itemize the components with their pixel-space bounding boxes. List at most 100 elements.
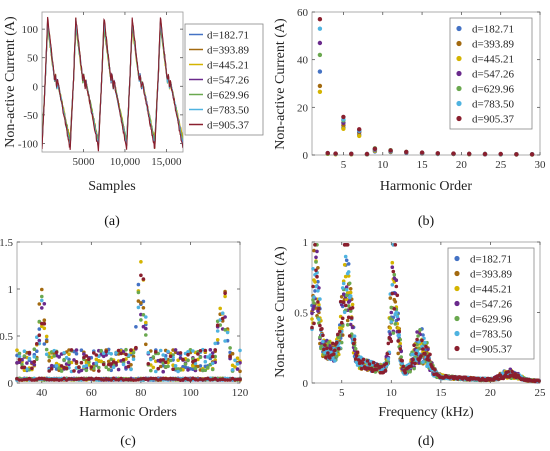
data-point: [357, 133, 362, 139]
x-tick-label: 10: [377, 159, 389, 171]
data-point: [341, 281, 346, 286]
data-point: [412, 343, 416, 348]
data-point: [149, 357, 153, 362]
data-point: [139, 260, 143, 264]
data-point: [42, 342, 47, 346]
data-point: [206, 355, 210, 359]
data-point: [396, 339, 401, 343]
series-line: [42, 16, 183, 152]
legend-marker: [454, 330, 460, 337]
data-point: [176, 369, 180, 374]
x-tick-label: 30: [535, 159, 547, 171]
data-point: [394, 310, 399, 315]
data-point: [410, 361, 414, 365]
data-point: [393, 243, 398, 247]
data-point: [47, 369, 51, 373]
data-point: [329, 350, 333, 355]
data-point: [124, 347, 128, 352]
data-point: [213, 348, 217, 352]
legend-marker: [454, 315, 460, 322]
data-point: [313, 243, 317, 247]
data-point: [328, 356, 332, 360]
x-tick-label: 20: [456, 159, 468, 171]
data-point: [79, 368, 84, 373]
data-point: [154, 350, 158, 354]
data-point: [161, 369, 165, 374]
data-point: [340, 323, 345, 328]
data-point: [158, 364, 163, 369]
data-point: [168, 358, 173, 363]
data-point: [339, 340, 344, 345]
data-point: [353, 347, 358, 351]
data-point: [316, 266, 320, 270]
data-point: [409, 364, 413, 368]
data-point: [321, 339, 325, 344]
legend-box: [447, 247, 535, 360]
data-point: [419, 354, 423, 358]
legend-marker: [456, 100, 462, 107]
data-point: [198, 349, 203, 353]
data-point: [97, 369, 101, 373]
data-point: [332, 352, 336, 356]
data-point: [421, 360, 425, 364]
legend-label: d=393.89: [472, 39, 514, 51]
data-point: [336, 332, 340, 337]
data-point: [316, 300, 320, 304]
data-point: [372, 146, 378, 151]
data-point: [17, 354, 22, 359]
data-point: [339, 295, 344, 299]
data-point: [44, 347, 49, 352]
data-point: [419, 150, 425, 155]
data-point: [311, 267, 315, 271]
data-point: [191, 349, 195, 353]
data-point: [314, 284, 318, 289]
data-point: [498, 151, 503, 157]
data-point: [54, 350, 59, 355]
data-point: [196, 364, 200, 369]
data-point: [423, 351, 427, 356]
data-point: [401, 364, 406, 369]
data-point: [79, 360, 84, 365]
data-point: [347, 334, 352, 338]
data-point: [82, 352, 86, 356]
data-point: [317, 17, 323, 22]
data-point: [62, 351, 66, 355]
data-point: [340, 286, 345, 290]
data-point: [139, 301, 143, 305]
data-point: [144, 320, 148, 325]
legend-label: d=445.21: [472, 54, 514, 66]
data-point: [328, 344, 332, 348]
data-point: [42, 302, 47, 306]
data-point: [156, 366, 160, 371]
data-point: [514, 152, 519, 157]
data-point: [322, 347, 326, 352]
data-point: [223, 328, 227, 332]
data-point: [126, 364, 131, 369]
data-point: [181, 357, 185, 362]
data-point: [151, 355, 156, 359]
data-point: [146, 350, 151, 355]
data-point: [529, 152, 535, 157]
data-point: [131, 354, 136, 359]
y-tick-label: 100: [22, 24, 39, 36]
data-point: [349, 151, 354, 156]
data-point: [415, 343, 419, 347]
data-point: [320, 327, 324, 331]
data-point: [333, 151, 338, 156]
data-point: [121, 349, 126, 354]
data-point: [173, 348, 178, 352]
data-point: [426, 347, 430, 352]
x-tick-label: 10: [386, 387, 398, 399]
data-point: [348, 294, 353, 298]
data-point: [84, 354, 89, 358]
data-point: [396, 351, 401, 356]
data-point: [342, 263, 347, 267]
data-point: [210, 361, 215, 366]
data-point: [99, 359, 103, 364]
data-point: [22, 354, 27, 358]
data-point: [151, 365, 156, 370]
data-point: [317, 89, 323, 95]
data-point: [354, 360, 359, 365]
data-point: [235, 362, 240, 366]
data-point: [27, 356, 32, 361]
